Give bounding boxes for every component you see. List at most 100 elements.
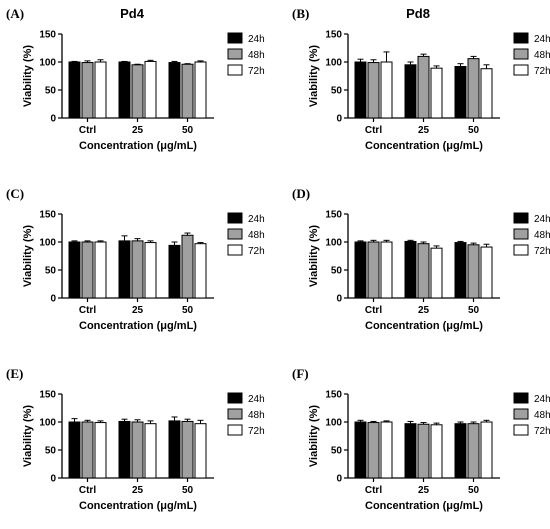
x-tick-label: 25 (132, 305, 144, 316)
y-tick-label: 0 (336, 294, 342, 305)
y-tick-label: 150 (325, 210, 342, 221)
bar (144, 423, 157, 479)
bar (168, 244, 181, 299)
legend-swatch (227, 212, 243, 224)
legend-label: 24h (534, 214, 550, 225)
legend-swatch (513, 212, 529, 224)
legend-swatch (513, 64, 529, 76)
y-tick-label: 150 (325, 30, 342, 41)
x-tick-label: 25 (132, 125, 144, 136)
bar (181, 63, 194, 119)
bar (367, 422, 380, 479)
y-tick-label: 50 (331, 446, 343, 457)
y-axis-label: Viability (%) (22, 405, 34, 467)
chart-panel: (B) Pd8 0 50 100 150 Viability (%) Ctrl 25 50 Conc… (292, 6, 550, 152)
legend-label: 72h (248, 66, 265, 77)
chart-panel: (F) 0 50 100 150 Viability (%) Ctrl 25 50 Concent… (292, 366, 550, 512)
x-tick-label: 25 (418, 125, 430, 136)
bar (68, 421, 81, 479)
bar (81, 421, 94, 479)
bar (354, 61, 367, 119)
bar (380, 421, 393, 479)
bar (454, 423, 467, 479)
y-tick-label: 0 (50, 294, 56, 305)
y-tick-label: 0 (336, 474, 342, 485)
legend-label: 48h (248, 50, 265, 61)
bar (144, 60, 157, 119)
legend-label: 48h (534, 410, 550, 421)
y-tick-label: 0 (50, 114, 56, 125)
panel-title: Pd4 (120, 6, 145, 21)
legend-swatch (513, 228, 529, 240)
bar (480, 421, 493, 479)
y-tick-label: 50 (45, 266, 57, 277)
x-tick-label: 25 (132, 485, 144, 496)
bar (417, 243, 430, 299)
bar (168, 62, 181, 119)
bar (417, 423, 430, 479)
bar (81, 241, 94, 299)
bar (194, 243, 207, 299)
bar (131, 64, 144, 119)
bar (68, 61, 81, 119)
bar (181, 234, 194, 299)
y-tick-label: 50 (331, 266, 343, 277)
x-tick-label: Ctrl (365, 125, 382, 136)
x-axis-label: Concentration (μg/mL) (79, 320, 197, 332)
y-tick-label: 150 (325, 390, 342, 401)
legend-swatch (513, 392, 529, 404)
bar (467, 423, 480, 479)
legend-label: 48h (534, 230, 550, 241)
x-axis-label: Concentration (μg/mL) (79, 500, 197, 512)
legend-swatch (513, 48, 529, 60)
bar (367, 241, 380, 299)
bar (404, 64, 417, 119)
chart-panel: (E) 0 50 100 150 Viability (%) Ctrl 25 50 Concent… (6, 366, 265, 512)
legend-label: 72h (248, 426, 265, 437)
x-tick-label: Ctrl (79, 125, 96, 136)
legend-label: 72h (248, 246, 265, 257)
legend-label: 72h (534, 426, 550, 437)
chart-panel: (C) 0 50 100 150 Viability (%) Ctrl 25 50 Concent… (6, 186, 265, 332)
bar (81, 62, 94, 119)
legend-label: 48h (248, 410, 265, 421)
bar (380, 61, 393, 119)
y-axis-label: Viability (%) (308, 405, 320, 467)
y-tick-label: 100 (39, 58, 56, 69)
y-tick-label: 50 (45, 446, 57, 457)
y-tick-label: 100 (39, 418, 56, 429)
bar (94, 422, 107, 479)
x-tick-label: Ctrl (365, 485, 382, 496)
y-tick-label: 0 (50, 474, 56, 485)
bar (430, 424, 443, 479)
bar (194, 423, 207, 479)
bar (68, 241, 81, 299)
bar (131, 240, 144, 299)
bar (131, 421, 144, 479)
y-axis-label: Viability (%) (308, 225, 320, 287)
y-tick-label: 0 (336, 114, 342, 125)
legend-swatch (513, 408, 529, 420)
bar (367, 62, 380, 119)
bar (144, 242, 157, 299)
legend-label: 48h (534, 50, 550, 61)
bar (417, 55, 430, 119)
legend-swatch (513, 32, 529, 44)
y-tick-label: 50 (331, 86, 343, 97)
bar (354, 241, 367, 299)
bar (94, 241, 107, 299)
x-axis-label: Concentration (μg/mL) (365, 140, 483, 152)
bar (430, 67, 443, 119)
x-tick-label: 50 (468, 485, 480, 496)
bar (354, 421, 367, 479)
legend-label: 72h (534, 66, 550, 77)
x-tick-label: 50 (468, 305, 480, 316)
panel-label: (C) (6, 186, 24, 201)
legend-swatch (227, 64, 243, 76)
x-axis-label: Concentration (μg/mL) (365, 320, 483, 332)
x-tick-label: Ctrl (79, 305, 96, 316)
bar (430, 247, 443, 299)
y-tick-label: 150 (39, 390, 56, 401)
bar (168, 420, 181, 479)
